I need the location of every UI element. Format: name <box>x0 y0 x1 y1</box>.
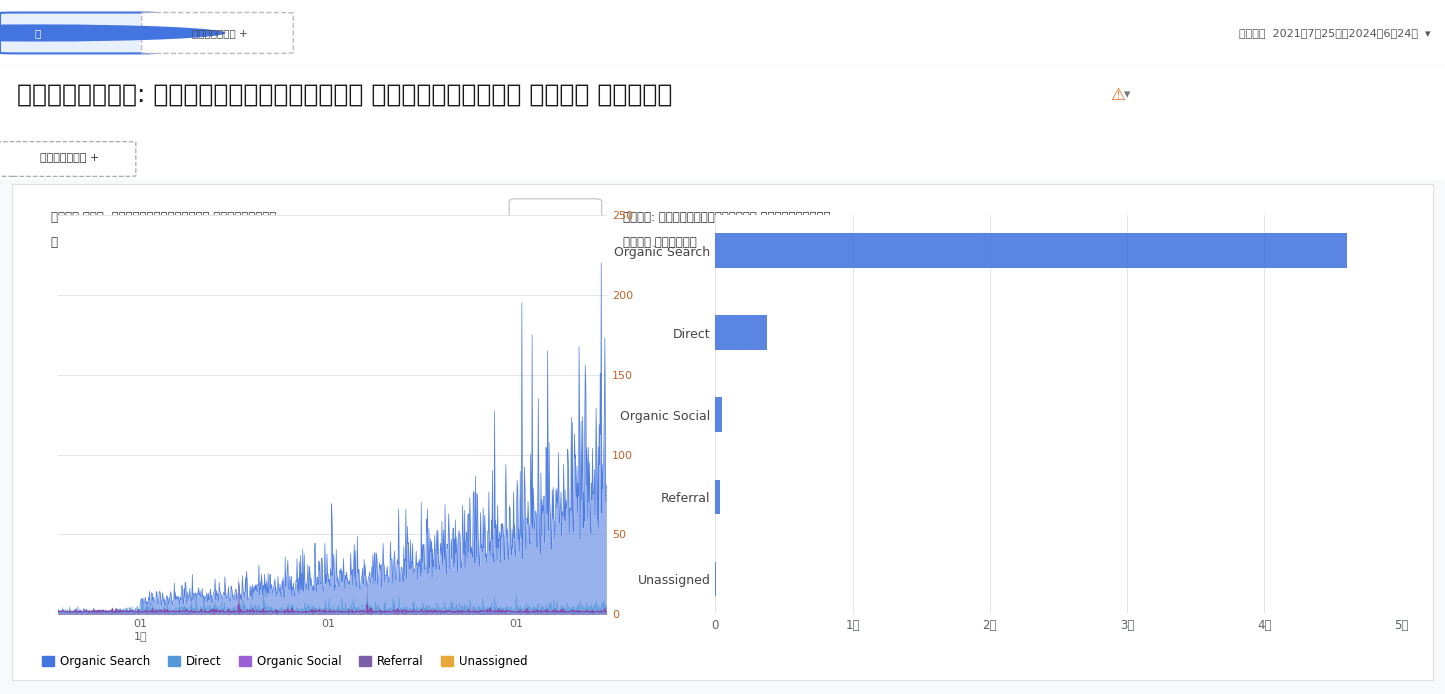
Text: カスタム  2021年7月25日～2024年6月24日  ▾: カスタム 2021年7月25日～2024年6月24日 ▾ <box>1238 28 1431 38</box>
Text: トラフィック獲得: セッションのメインのチャネル グループ（デフォルト チャネル グループ）: トラフィック獲得: セッションのメインのチャネル グループ（デフォルト チャネル… <box>17 83 673 107</box>
Text: ⚠: ⚠ <box>1110 86 1124 104</box>
Circle shape <box>0 24 225 42</box>
FancyBboxPatch shape <box>509 198 601 253</box>
Bar <box>715 480 720 514</box>
Legend: Organic Search, Direct, Organic Social, Referral, Unassigned: Organic Search, Direct, Organic Social, … <box>38 650 532 672</box>
Bar <box>715 315 767 350</box>
Text: 比較対象を追加 +: 比較対象を追加 + <box>192 28 247 38</box>
Text: フィルタを追加 +: フィルタを追加 + <box>39 153 100 163</box>
Text: トチャネル グループ）別: トチャネル グループ）別 <box>52 236 131 249</box>
Bar <box>715 233 1347 268</box>
Bar <box>715 398 722 432</box>
Text: ▼: ▼ <box>574 221 581 231</box>
Text: す: す <box>35 28 40 38</box>
Text: ▾: ▾ <box>1124 89 1130 101</box>
FancyBboxPatch shape <box>0 12 156 53</box>
Text: 日: 日 <box>540 219 549 232</box>
Text: ユーザー の推移: セッションのメインのチャネル グループ（デフォル: ユーザー の推移: セッションのメインのチャネル グループ（デフォル <box>52 211 276 224</box>
Text: ユーザー: セッションのメインのチャネル グループ（デフォルト: ユーザー: セッションのメインのチャネル グループ（デフォルト <box>623 211 831 224</box>
Text: チャネル グループ）別: チャネル グループ）別 <box>623 236 696 249</box>
Text: すべてのユーザー: すべてのユーザー <box>71 28 123 38</box>
FancyBboxPatch shape <box>142 12 293 53</box>
FancyBboxPatch shape <box>0 142 136 176</box>
